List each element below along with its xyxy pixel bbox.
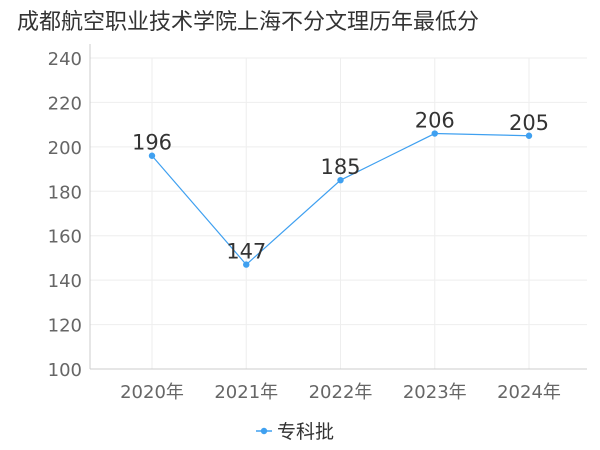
x-tick-label: 2021年 [214, 382, 278, 403]
y-tick-label: 220 [48, 93, 82, 114]
data-point [431, 130, 438, 137]
legend-label: 专科批 [277, 421, 334, 443]
x-tick-label: 2023年 [403, 382, 467, 403]
y-tick-label: 200 [48, 138, 82, 159]
y-tick-label: 140 [48, 271, 82, 292]
legend-marker [260, 427, 268, 435]
y-tick-label: 100 [48, 360, 82, 381]
y-tick-label: 160 [48, 227, 82, 248]
data-label: 196 [132, 131, 172, 155]
data-label: 185 [320, 155, 360, 179]
chart-title: 成都航空职业技术学院上海不分文理历年最低分 [17, 10, 480, 35]
data-point [243, 261, 250, 268]
data-label: 147 [226, 240, 266, 264]
data-point [525, 132, 533, 139]
x-tick-label: 2022年 [309, 382, 373, 403]
x-tick-label: 2024年 [497, 382, 561, 403]
data-label: 205 [509, 111, 549, 135]
y-tick-label: 240 [48, 49, 82, 70]
data-label: 206 [415, 109, 455, 133]
y-tick-label: 120 [48, 316, 82, 337]
x-tick-label: 2020年 [120, 382, 184, 403]
data-point [148, 152, 156, 159]
y-tick-label: 180 [48, 182, 82, 203]
data-point [337, 176, 344, 184]
